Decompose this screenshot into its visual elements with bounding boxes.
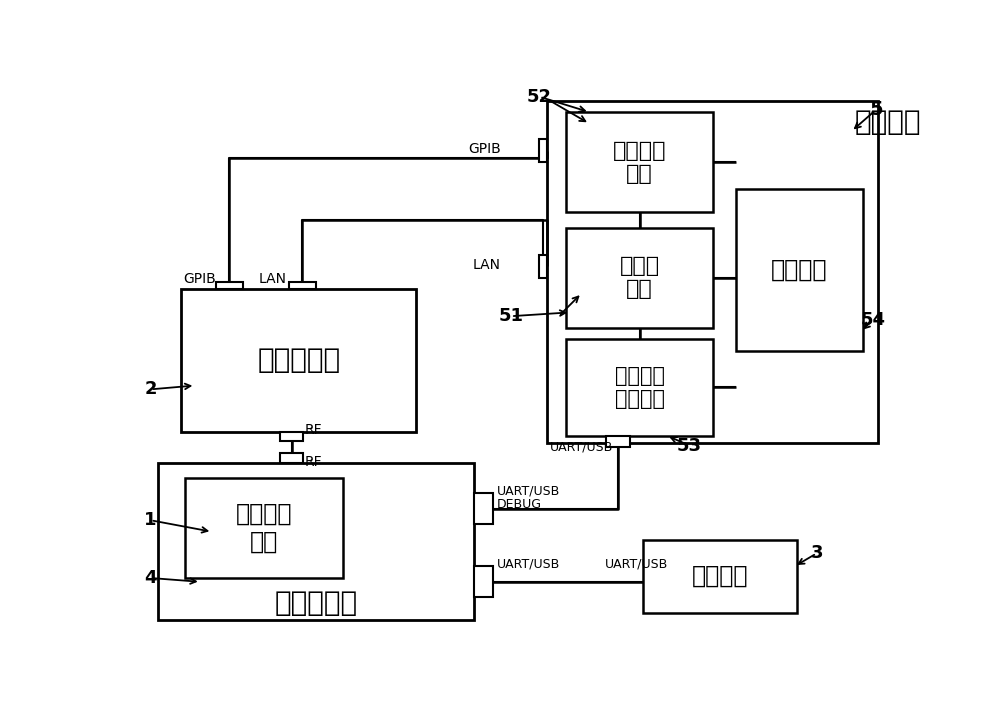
Bar	[158, 462, 474, 621]
Text: 无线通信
模块: 无线通信 模块	[236, 502, 292, 554]
Bar	[280, 453, 303, 462]
Text: 第一电脑: 第一电脑	[692, 564, 749, 588]
Text: 仪器控制
模块: 仪器控制 模块	[613, 141, 666, 184]
Text: UART/USB: UART/USB	[549, 441, 613, 454]
Text: DEBUG: DEBUG	[497, 498, 542, 510]
Bar	[566, 228, 713, 328]
Bar	[216, 282, 243, 289]
Text: RF: RF	[305, 423, 322, 437]
Text: 52: 52	[527, 88, 552, 106]
Text: LAN: LAN	[473, 258, 501, 272]
Text: UART/USB: UART/USB	[497, 557, 560, 571]
Bar	[547, 101, 878, 443]
Bar	[474, 567, 493, 597]
Text: 2: 2	[144, 381, 157, 398]
Text: RF: RF	[305, 456, 322, 469]
Bar	[566, 339, 713, 435]
Text: 5: 5	[869, 100, 883, 119]
Text: 第二电脑: 第二电脑	[855, 108, 922, 136]
Bar	[181, 289, 416, 432]
Text: 中断信息
获取模块: 中断信息 获取模块	[615, 366, 665, 409]
Text: GPIB: GPIB	[468, 142, 501, 156]
Text: 接口扩展板: 接口扩展板	[275, 589, 358, 618]
Text: 4: 4	[144, 569, 157, 587]
Bar	[185, 478, 343, 578]
Text: 1: 1	[144, 511, 157, 529]
Text: 53: 53	[677, 437, 702, 454]
Bar	[539, 139, 547, 162]
Text: UART/USB: UART/USB	[605, 557, 668, 571]
Text: GPIB: GPIB	[183, 272, 216, 286]
Text: 54: 54	[860, 311, 885, 329]
Bar	[280, 432, 303, 441]
Bar	[566, 112, 713, 212]
Bar	[736, 189, 863, 351]
Text: 服务器
模块: 服务器 模块	[619, 256, 660, 300]
Text: LAN: LAN	[258, 272, 286, 286]
Bar	[643, 540, 797, 613]
Text: 51: 51	[498, 307, 523, 325]
Text: 3: 3	[810, 545, 823, 562]
Text: 无线综测仪: 无线综测仪	[257, 346, 340, 374]
Text: 分析模块: 分析模块	[771, 258, 828, 282]
Bar	[539, 255, 547, 278]
Text: UART/USB: UART/USB	[497, 484, 560, 498]
Bar	[606, 435, 630, 447]
Bar	[289, 282, 316, 289]
Bar	[474, 493, 493, 524]
